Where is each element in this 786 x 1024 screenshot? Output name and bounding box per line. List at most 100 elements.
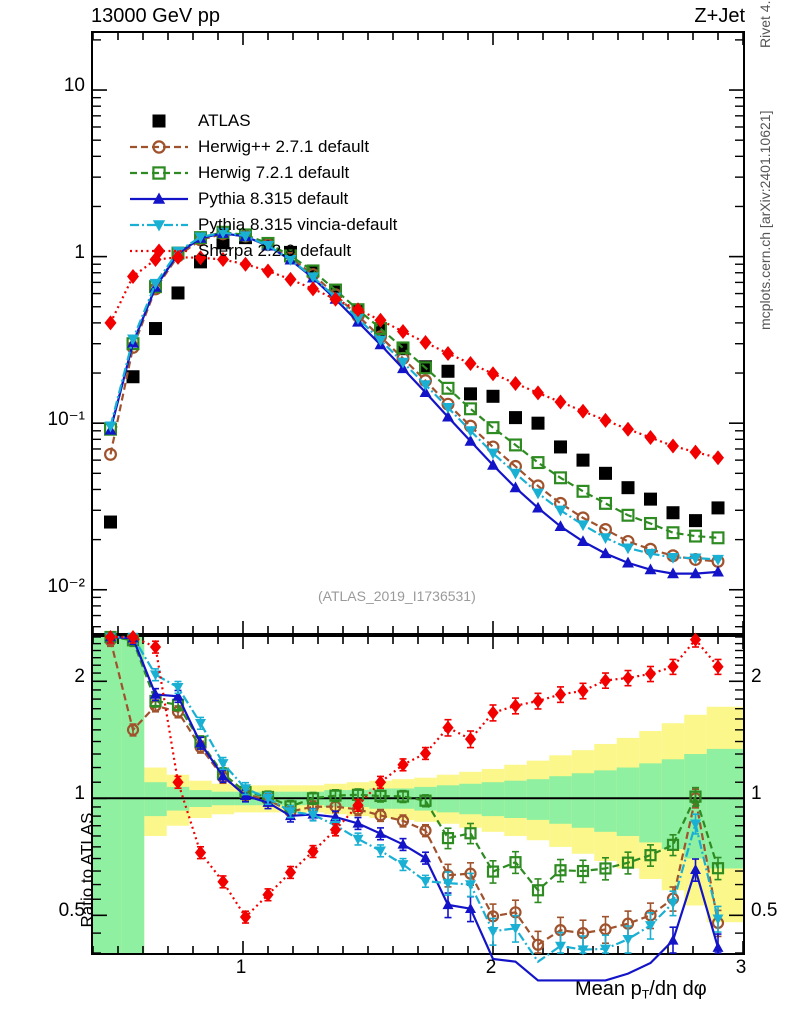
data-point-4 (487, 448, 499, 460)
data-point-0 (216, 236, 230, 250)
data-point-4 (712, 554, 724, 566)
data-point-5 (172, 249, 184, 265)
data-point-2 (419, 361, 433, 375)
legend-item-1[interactable]: Herwig++ 2.7.1 default (128, 134, 468, 160)
data-point-3 (554, 520, 567, 532)
data-point-4 (352, 313, 364, 325)
data-point-0 (441, 364, 455, 378)
legend-point-1 (152, 140, 166, 154)
ratio-data-point-4 (307, 844, 319, 859)
data-point-4 (577, 520, 589, 532)
data-point-3 (644, 563, 657, 575)
ratio-series-line-2 (110, 635, 720, 982)
ratio-data-point-3 (667, 898, 679, 909)
data-point-4 (464, 426, 477, 438)
ratio-data-point-3 (465, 880, 476, 891)
data-point-0 (599, 466, 612, 480)
ratio-data-point-2 (712, 941, 724, 952)
data-point-4 (239, 231, 252, 243)
legend-key-1 (128, 137, 190, 157)
data-point-2 (486, 421, 500, 435)
ratio-data-point-2 (195, 737, 206, 748)
ratio-data-point-2 (667, 934, 679, 945)
y-tick-label-ratio-left-1: 1 (74, 783, 85, 805)
ratio-plot-panel (91, 630, 745, 982)
data-point-5 (487, 366, 499, 382)
legend-key-0 (128, 111, 190, 131)
y-tick-label-ratio-left-2: 0.5 (58, 900, 85, 922)
legend-marker-square-open-icon (130, 166, 188, 180)
ratio-data-point-3 (397, 860, 409, 871)
ratio-data-point-1 (554, 864, 567, 877)
uncertainty-band-inner (93, 637, 122, 953)
legend-item-0[interactable]: ATLAS (128, 108, 468, 134)
ratio-series-line-3 (110, 635, 720, 964)
ratio-data-point-4 (217, 874, 229, 889)
data-point-4 (599, 533, 612, 545)
y-tick-label-main-3: 10⁻² (47, 575, 86, 597)
data-point-3 (419, 386, 432, 398)
uncertainty-band-inner (661, 759, 685, 850)
ratio-data-point-2 (352, 817, 364, 828)
ratio-data-point-3 (195, 718, 206, 729)
data-point-0 (171, 286, 185, 300)
rivet-version-label: Rivet 4.1.0, ≥ 3.6M events (757, 0, 773, 48)
data-point-3 (509, 481, 522, 493)
data-point-0 (554, 440, 567, 454)
data-point-3 (599, 547, 612, 559)
data-point-5 (419, 335, 432, 351)
ratio-data-point-3 (577, 945, 589, 956)
data-point-0 (126, 370, 140, 384)
data-point-5 (239, 256, 252, 272)
legend-item-5[interactable]: Sherpa 2.2.9 default (128, 238, 468, 264)
legend-item-4[interactable]: Pythia 8.315 vincia-default (128, 212, 468, 238)
ratio-data-point-1 (666, 838, 680, 851)
legend-marker-triangle-down-icon (130, 220, 188, 232)
uncertainty-band-inner (706, 748, 743, 869)
data-point-0 (689, 514, 702, 528)
ratio-data-point-4 (442, 720, 454, 735)
x-tick-label-0: 1 (235, 957, 247, 978)
uncertainty-band-inner (639, 763, 662, 843)
main-plot-canvas (92, 33, 744, 633)
legend-item-3[interactable]: Pythia 8.315 default (128, 186, 468, 212)
x-tick-label-1: 2 (485, 957, 497, 978)
ratio-data-point-2 (690, 863, 701, 874)
ratio-data-point-4 (239, 910, 252, 925)
ratio-data-point-2 (150, 688, 161, 699)
data-point-3 (442, 410, 454, 422)
uncertainty-band-inner (549, 776, 572, 824)
legend-key-3 (128, 189, 190, 209)
ratio-data-point-2 (397, 838, 409, 849)
data-point-4 (419, 380, 432, 392)
x-tick-label-2: 3 (735, 957, 747, 978)
ratio-data-point-4 (554, 687, 567, 702)
legend-label-4: Pythia 8.315 vincia-default (198, 215, 398, 234)
uncertainty-band-inner (594, 770, 617, 832)
mcplots-source-label: mcplots.cern.ch [arXiv:2401.10621] (757, 110, 773, 330)
data-point-2 (576, 484, 590, 498)
ratio-data-point-4 (149, 640, 162, 655)
data-point-2 (531, 456, 545, 470)
data-point-2 (666, 526, 680, 540)
ratio-data-point-1 (644, 849, 657, 862)
data-point-4 (262, 240, 274, 252)
legend-label-1: Herwig++ 2.7.1 default (198, 137, 370, 156)
header-process-label: Z+Jet (694, 5, 745, 27)
data-point-5 (374, 312, 387, 328)
legend-point-5 (153, 243, 165, 259)
ratio-data-point-0 (396, 814, 410, 827)
data-point-5 (104, 315, 117, 331)
ratio-data-point-1 (689, 790, 702, 803)
series-line-4 (109, 231, 719, 561)
legend-item-2[interactable]: Herwig 7.2.1 default (128, 160, 468, 186)
legend-marker-triangle-up-icon (130, 192, 188, 204)
ratio-data-point-3 (420, 876, 431, 887)
ratio-data-point-3 (240, 784, 251, 795)
uncertainty-band-inner (571, 773, 595, 828)
ratio-data-point-2 (465, 902, 476, 913)
ratio-data-point-3 (555, 941, 566, 952)
data-point-0 (509, 411, 522, 425)
ratio-data-point-3 (622, 934, 634, 945)
